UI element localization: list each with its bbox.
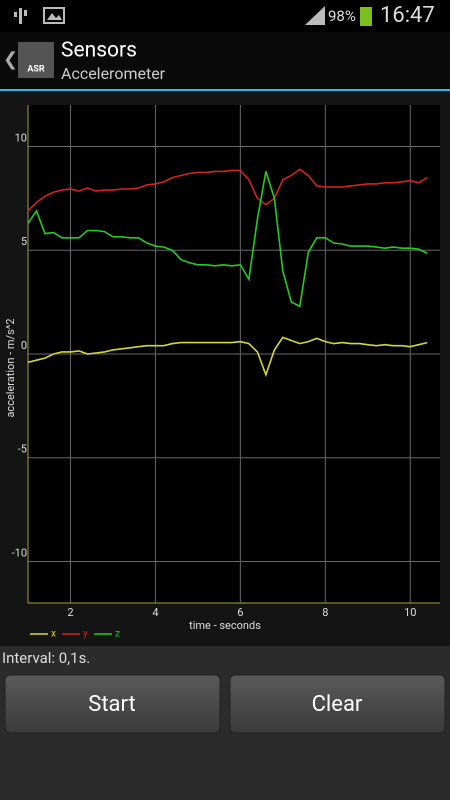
interval-label: Interval: 0,1s. [2, 649, 90, 667]
title: Sensors [61, 39, 137, 63]
legend-label: z [115, 629, 120, 640]
x-tick-label: 2 [67, 606, 73, 619]
y-axis-label: acceleration - m/s^2 [4, 318, 17, 417]
status-bar [0, 0, 450, 32]
data-line [27, 336, 428, 378]
status-icons [14, 6, 372, 26]
data-line [27, 168, 428, 212]
x-tick-label: 6 [237, 606, 243, 619]
data-line [27, 171, 428, 308]
y-tick-label: 0 [21, 339, 27, 352]
subtitle: Accelerometer [61, 64, 166, 83]
y-tick-label: 5 [21, 235, 27, 248]
x-tick-label: 4 [152, 606, 158, 619]
app-icon-text: ASR [27, 64, 45, 74]
y-tick-label: -5 [18, 443, 27, 456]
legend-label: x [51, 629, 56, 640]
app-icon[interactable] [18, 42, 54, 78]
clear-button-label: Clear [312, 692, 363, 717]
x-tick-label: 8 [322, 606, 328, 619]
start-button[interactable] [4, 674, 221, 734]
clear-button[interactable] [229, 674, 446, 734]
back-arrow[interactable]: ❮ [3, 49, 18, 70]
x-tick-label: 10 [404, 606, 416, 619]
legend-label: y [83, 629, 88, 640]
start-button-label: Start [88, 692, 135, 717]
chart: 10 5 0 -5 -10 2 4 6 8 10 x y z [12, 105, 440, 640]
battery-percent: 98% [328, 7, 356, 25]
y-tick-label: -10 [12, 546, 27, 559]
x-axis-label: time - seconds [189, 619, 261, 632]
action-bar [0, 32, 450, 89]
divider [0, 89, 450, 91]
y-tick-label: 10 [15, 131, 27, 144]
clock: 16:47 [380, 3, 435, 28]
